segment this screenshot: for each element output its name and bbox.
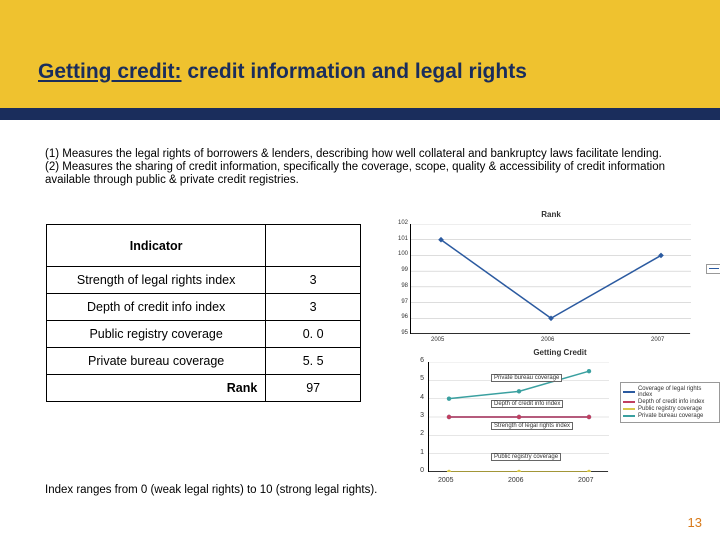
rank-ytick: 100: [393, 251, 408, 257]
row-value: 5. 5: [266, 348, 361, 375]
rank-ytick: 98: [393, 283, 408, 289]
gc-annotation: Public registry coverage: [491, 453, 561, 461]
gc-legend-item: Private bureau coverage: [623, 413, 717, 419]
rank-label: Rank: [47, 375, 266, 402]
rank-legend: Rank: [706, 264, 720, 274]
description: (1) Measures the legal rights of borrowe…: [45, 148, 675, 188]
gc-xtick: 2007: [578, 477, 594, 484]
gc-ytick: 1: [412, 449, 424, 456]
row-label: Public registry coverage: [47, 321, 266, 348]
row-value: 3: [266, 267, 361, 294]
rank-ytick: 101: [393, 236, 408, 242]
rank-xtick: 2006: [541, 337, 554, 343]
gc-ytick: 3: [412, 412, 424, 419]
gc-legend-item: Depth of credit info index: [623, 399, 717, 405]
table-row: Depth of credit info index 3: [47, 294, 361, 321]
table-header: Indicator: [47, 225, 266, 267]
indicator-table: Indicator Strength of legal rights index…: [46, 224, 361, 402]
gc-ytick: 0: [412, 467, 424, 474]
row-value: 0. 0: [266, 321, 361, 348]
legend-swatch: [623, 401, 635, 403]
gc-xtick: 2005: [438, 477, 454, 484]
legend-label: Coverage of legal rights index: [638, 386, 717, 398]
gc-legend: Coverage of legal rights indexDepth of c…: [620, 382, 720, 423]
rank-ytick: 96: [393, 314, 408, 320]
rank-chart-svg: [411, 224, 691, 334]
legend-label: Private bureau coverage: [638, 413, 703, 419]
gc-legend-item: Coverage of legal rights index: [623, 386, 717, 398]
table-row: Private bureau coverage 5. 5: [47, 348, 361, 375]
table-row: Public registry coverage 0. 0: [47, 321, 361, 348]
gc-ytick: 5: [412, 375, 424, 382]
legend-swatch: [623, 391, 635, 393]
gc-chart-title: Getting Credit: [410, 348, 710, 357]
gc-annotation: Private bureau coverage: [491, 374, 562, 382]
gc-ytick: 4: [412, 394, 424, 401]
legend-swatch: [623, 408, 635, 410]
page-title: Getting credit: credit information and l…: [38, 60, 527, 84]
gc-annotation: Depth of credit info index: [491, 400, 563, 408]
rank-ytick: 99: [393, 267, 408, 273]
rank-xtick: 2007: [651, 337, 664, 343]
gc-xtick: 2006: [508, 477, 524, 484]
legend-label: Depth of credit info index: [638, 399, 704, 405]
rank-xtick: 2005: [431, 337, 444, 343]
legend-swatch: [623, 415, 635, 417]
table-row: Strength of legal rights index 3: [47, 267, 361, 294]
rank-ytick: 95: [393, 330, 408, 336]
gc-annotation: Strength of legal rights index: [491, 422, 573, 430]
gc-legend-item: Public registry coverage: [623, 406, 717, 412]
rank-legend-swatch: [709, 268, 719, 269]
title-rest: credit information and legal rights: [182, 60, 527, 83]
footnote: Index ranges from 0 (weak legal rights) …: [45, 484, 405, 497]
title-underlined: Getting credit:: [38, 60, 182, 83]
table-header-blank: [266, 225, 361, 267]
rank-ytick: 102: [393, 220, 408, 226]
rank-chart-title: Rank: [411, 210, 691, 219]
legend-label: Public registry coverage: [638, 406, 702, 412]
rank-chart: Rank Rank 959697989910010110220052006200…: [410, 224, 690, 334]
page-number: 13: [688, 515, 702, 530]
row-value: 3: [266, 294, 361, 321]
banner-stripe: [0, 108, 720, 120]
getting-credit-chart: Getting Credit Coverage of legal rights …: [410, 362, 610, 482]
table-rank-row: Rank 97: [47, 375, 361, 402]
row-label: Depth of credit info index: [47, 294, 266, 321]
row-label: Private bureau coverage: [47, 348, 266, 375]
rank-value: 97: [266, 375, 361, 402]
gc-ytick: 6: [412, 357, 424, 364]
gc-ytick: 2: [412, 430, 424, 437]
row-label: Strength of legal rights index: [47, 267, 266, 294]
rank-ytick: 97: [393, 299, 408, 305]
